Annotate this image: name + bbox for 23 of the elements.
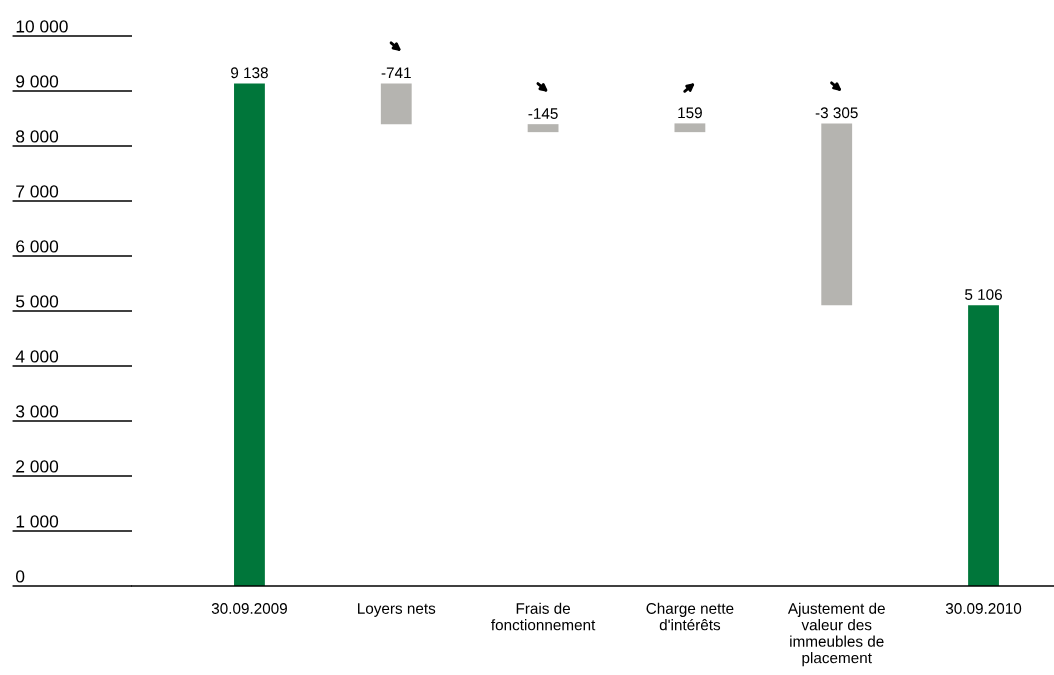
y-tick-label: 7 000 — [16, 185, 59, 198]
y-tick-label: 4 000 — [15, 350, 59, 363]
y-tick-label: 5 000 — [16, 295, 59, 308]
data-label: 9 138 — [231, 67, 268, 79]
data-label: -3 305 — [815, 107, 858, 119]
y-tick-label: 2 000 — [16, 460, 59, 473]
data-label: -741 — [381, 67, 411, 79]
y-tick-label: 10 000 — [16, 20, 68, 33]
data-label: 159 — [678, 107, 702, 119]
data-label: -145 — [528, 108, 558, 119]
y-tick-label: 6 000 — [16, 240, 59, 253]
x-tick-label: 30.09.2010 — [945, 603, 1022, 614]
x-tick-label: 30.09.2009 — [211, 603, 287, 614]
y-tick-label: 1 000 — [16, 515, 59, 528]
y-tick-label: 0 — [16, 570, 25, 583]
x-tick-label: Frais de fonctionnement — [491, 602, 596, 631]
x-tick-label: Loyers nets — [358, 603, 436, 617]
data-label: 5 106 — [965, 289, 1002, 300]
x-tick-label: Ajustement de valeur des immeubles de placement — [787, 602, 885, 667]
x-tick-label: Charge nette d'intérêts — [646, 602, 734, 631]
y-tick-label: 3 000 — [16, 405, 59, 418]
y-tick-label: 8 000 — [16, 130, 59, 143]
y-tick-label: 9 000 — [16, 75, 59, 88]
